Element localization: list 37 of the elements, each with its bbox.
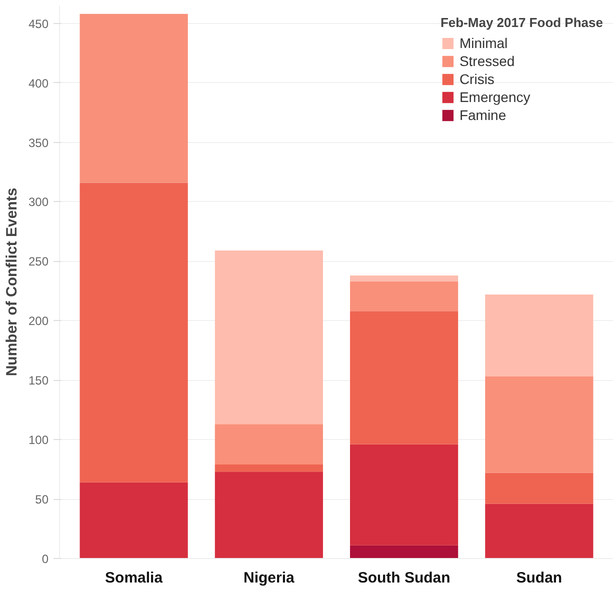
bar bbox=[350, 444, 458, 546]
legend-label: Emergency bbox=[459, 89, 530, 105]
bar bbox=[214, 472, 323, 558]
bar bbox=[485, 504, 594, 558]
y-tick-label: 50 bbox=[35, 492, 49, 507]
bar bbox=[214, 250, 323, 424]
legend-label: Crisis bbox=[459, 71, 494, 87]
y-tick-label: 250 bbox=[28, 254, 49, 269]
bar bbox=[80, 182, 188, 482]
legend-label: Famine bbox=[459, 107, 506, 123]
bar bbox=[80, 14, 188, 183]
legend-label: Stressed bbox=[459, 53, 515, 69]
y-tick-label: 100 bbox=[28, 433, 49, 448]
bar bbox=[80, 482, 188, 558]
y-tick-label: 200 bbox=[28, 314, 49, 328]
x-tick-label: Somalia bbox=[105, 570, 164, 586]
legend-title: Feb-May 2017 Food Phase bbox=[440, 15, 603, 30]
bar bbox=[350, 311, 458, 444]
legend-label: Minimal bbox=[459, 35, 508, 51]
x-tick-label: Nigeria bbox=[244, 570, 296, 586]
y-tick-label: 150 bbox=[28, 374, 49, 388]
y-tick-label: 300 bbox=[28, 195, 49, 210]
y-axis-title: Number of Conflict Events bbox=[3, 188, 20, 376]
bar bbox=[350, 281, 458, 312]
y-tick-label: 450 bbox=[28, 16, 49, 31]
y-tick-label: 400 bbox=[28, 76, 49, 90]
y-tick-label: 350 bbox=[28, 136, 49, 150]
bar bbox=[350, 545, 458, 558]
y-tick-label: 0 bbox=[42, 552, 49, 566]
bar bbox=[485, 294, 594, 377]
bar bbox=[485, 376, 594, 473]
bar bbox=[485, 472, 594, 504]
bar bbox=[350, 275, 458, 282]
bar bbox=[214, 424, 323, 465]
bar bbox=[214, 464, 323, 472]
x-tick-label: Sudan bbox=[516, 570, 562, 586]
x-tick-label: South Sudan bbox=[358, 570, 450, 586]
